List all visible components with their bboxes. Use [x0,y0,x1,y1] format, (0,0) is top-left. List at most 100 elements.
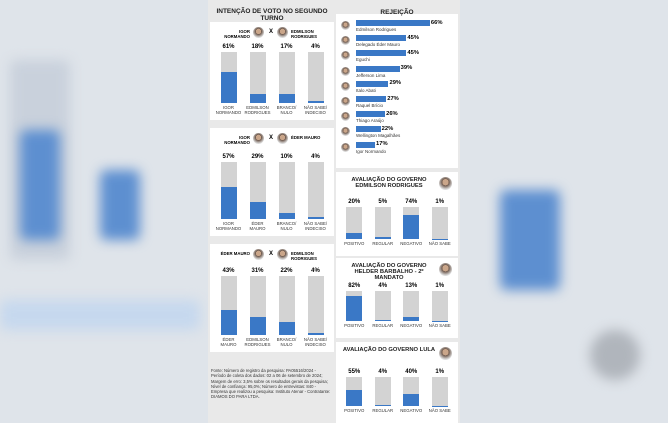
photo [340,35,351,47]
bar [346,390,363,406]
bar [249,316,266,335]
category-label: EDMILSON RODRIGUES [244,105,271,115]
photo [438,176,453,191]
category-label: ÉDER MAURO [249,221,266,231]
bar [356,65,400,72]
bar-track [431,207,448,239]
value-label: 45% [407,49,419,56]
versus: X [268,135,273,141]
photo [340,80,351,92]
bar-track [403,291,420,321]
category-label: Raquel Brício [356,103,384,108]
value-label: 4% [378,369,388,375]
category-label: IGOR NORMANDO [215,105,242,115]
bar [356,96,387,102]
value-label: 1% [435,369,445,375]
heading: INTENÇÃO DE VOTO NO SEGUNDO TURNO [216,8,328,22]
photo [340,126,351,138]
bar [249,93,266,103]
value-label: 5% [378,199,388,205]
photo [438,346,453,361]
versus: X [268,251,273,257]
bar-track [307,162,324,219]
category-label: POSITIVO [344,241,365,246]
value-label: 27% [387,95,399,102]
category-label: Thiago Araújo [356,118,384,124]
category-label: Edmilson Rodrigues [356,27,397,32]
photo [276,132,289,145]
value-label: 22% [280,268,293,274]
category-label: REGULAR [372,323,394,328]
bg-blur [20,130,60,240]
photo [252,132,265,145]
category-label: NÃO SABE/ INDECISO [303,337,328,347]
bar [307,100,324,103]
value-label: 4% [311,44,320,50]
panel-title: AVALIAÇÃO DO GOVERNO LULA [342,347,436,353]
infographic: INTENÇÃO DE VOTO NO SEGUNDO TURNO Fonte:… [208,0,460,423]
photo [438,262,453,277]
value-label: 4% [378,283,388,289]
bar-track [374,377,391,406]
value-label: 29% [389,80,402,87]
bar-track [278,52,295,103]
category-label: Delegado Éder Mauro [356,42,401,48]
candidate-name: EDMILSON RODRIGUES [291,251,318,261]
bg-blur [0,300,200,330]
value-label: 26% [386,110,398,117]
value-label: 17% [376,141,388,148]
category-label: BRANCO/ NULO [276,105,297,115]
category-label: NÃO SABE/ INDECISO [303,105,328,115]
bar [307,216,324,219]
bar-track [278,162,295,219]
bar [356,80,389,87]
bar [278,213,295,219]
value-label: 1% [435,199,445,205]
bar-track [307,276,324,335]
category-label: BRANCO/ NULO [276,221,297,231]
bar [403,317,420,321]
category-label: NÃO SABE [428,241,451,246]
value-label: 66% [430,19,443,26]
panel-title: REJEIÇÃO [380,9,414,16]
photo [340,20,351,31]
bar [374,237,391,239]
photo [252,26,265,39]
value-label: 4% [311,268,320,274]
bar-track [431,377,448,406]
value-label: 13% [405,283,418,289]
candidate-name: ÉDER MAURO [291,135,321,140]
bar [220,186,237,219]
bg-blur [100,170,140,240]
value-label: 57% [222,154,235,160]
bar [403,215,420,239]
photo [252,248,265,261]
value-label: 17% [280,44,293,50]
category-label: Eguchi [356,57,370,63]
category-label: NÃO SABE [428,323,451,328]
category-label: POSITIVO [344,408,365,413]
panel-title: AVALIAÇÃO DO GOVERNO EDMILSON RODRIGUES [351,177,427,190]
category-label: NÃO SABE [428,408,451,413]
candidate-name: IGOR NORMANDO [224,135,250,145]
bar-track [374,207,391,239]
photo [340,141,351,153]
value-label: 39% [400,65,413,72]
bar-track [278,276,295,335]
value-label: 40% [405,369,418,375]
bar [374,319,391,321]
value-label: 29% [251,154,264,160]
bar [374,404,391,406]
category-label: Jefferson Lima [356,72,386,78]
bar-track [431,291,448,321]
candidate-name: ÉDER MAURO [220,251,250,256]
candidate-name: IGOR NORMANDO [224,29,250,39]
bar-track [249,52,266,103]
bar-track [374,291,391,321]
photo [340,65,351,77]
category-label: NÃO SABE/ INDECISO [303,221,328,231]
value-label: 55% [348,369,361,375]
value-label: 61% [222,44,235,50]
bar [346,296,363,321]
